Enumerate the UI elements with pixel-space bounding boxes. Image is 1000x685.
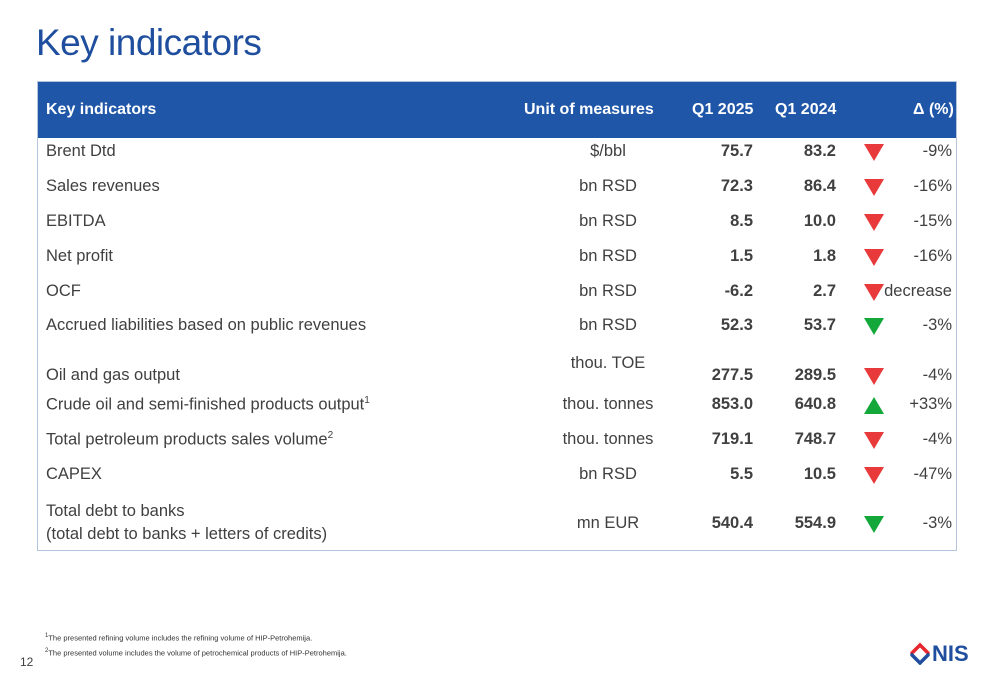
- delta-percent: decrease: [884, 282, 952, 300]
- unit-of-measure: bn RSD: [579, 316, 637, 334]
- value-q1-2024: 83.2: [803, 142, 836, 160]
- unit-of-measure: bn RSD: [579, 212, 637, 230]
- trend-down-icon: [864, 144, 884, 161]
- indicator-name: Total petroleum products sales volume2: [46, 430, 334, 449]
- trend-down-icon: [864, 467, 884, 484]
- trend-down-icon: [864, 214, 884, 231]
- indicator-name: EBITDA: [46, 212, 106, 230]
- value-q1-2024: 640.8: [794, 395, 836, 413]
- page-number: 12: [20, 655, 34, 669]
- trend-down-icon: [864, 249, 884, 266]
- delta-percent: -47%: [913, 465, 952, 483]
- value-q1-2024: 748.7: [794, 430, 836, 448]
- indicator-name: Total debt to banks (total debt to banks …: [46, 502, 328, 543]
- header-unit: Unit of measures: [524, 101, 654, 118]
- nis-logo-text: NIS: [932, 641, 969, 666]
- footnotes: 1The presented refining volume includes …: [45, 630, 347, 659]
- value-q1-2025: 540.4: [711, 514, 753, 532]
- unit-of-measure: thou. tonnes: [562, 395, 654, 413]
- unit-of-measure: thou. TOE: [570, 354, 646, 372]
- value-q1-2025: 8.5: [730, 212, 753, 230]
- table-header: Key indicators Unit of measures Q1 2025 …: [38, 82, 956, 138]
- delta-percent: -4%: [922, 430, 952, 448]
- delta-percent: -4%: [922, 366, 952, 384]
- delta-percent: -16%: [913, 177, 952, 195]
- footnote-2: 2The presented volume includes the volum…: [45, 647, 347, 658]
- page-title: Key indicators: [36, 22, 262, 63]
- value-q1-2025: 277.5: [711, 366, 753, 384]
- indicator-name: CAPEX: [46, 465, 102, 483]
- value-q1-2025: -6.2: [724, 282, 753, 300]
- value-q1-2024: 289.5: [794, 366, 836, 384]
- unit-of-measure: bn RSD: [579, 282, 637, 300]
- delta-percent: +33%: [909, 395, 952, 413]
- value-q1-2024: 2.7: [813, 282, 836, 300]
- header-q1-2025: Q1 2025: [692, 101, 754, 118]
- delta-percent: -3%: [922, 514, 952, 532]
- indicator-name: Oil and gas output: [46, 366, 180, 384]
- unit-of-measure: bn RSD: [579, 177, 637, 195]
- unit-of-measure: bn RSD: [579, 465, 637, 483]
- trend-up-icon: [864, 397, 884, 414]
- delta-percent: -3%: [922, 316, 952, 334]
- indicator-name: Accrued liabilities based on public reve…: [46, 316, 367, 334]
- trend-down-icon: [864, 179, 884, 196]
- value-q1-2025: 1.5: [730, 247, 753, 265]
- nis-logo: NIS: [908, 640, 978, 666]
- header-indicator: Key indicators: [46, 101, 157, 118]
- indicator-name: Crude oil and semi-finished products out…: [46, 395, 370, 414]
- unit-of-measure: $/bbl: [590, 142, 626, 160]
- key-indicators-table: Key indicators Unit of measures Q1 2025 …: [37, 81, 957, 551]
- indicator-name: OCF: [46, 282, 81, 300]
- delta-percent: -9%: [922, 142, 952, 160]
- indicator-name: Sales revenues: [46, 177, 160, 195]
- indicator-name: Brent Dtd: [46, 142, 116, 160]
- value-q1-2025: 72.3: [720, 177, 753, 195]
- value-q1-2025: 719.1: [711, 430, 753, 448]
- value-q1-2025: 5.5: [730, 465, 753, 483]
- value-q1-2025: 853.0: [711, 395, 753, 413]
- footnote-1: 1The presented refining volume includes …: [45, 633, 313, 643]
- value-q1-2024: 554.9: [794, 514, 836, 532]
- header-delta: Δ (%): [913, 101, 954, 118]
- unit-of-measure: thou. tonnes: [562, 430, 654, 448]
- trend-down-icon: [864, 284, 884, 301]
- unit-of-measure: mn EUR: [576, 514, 640, 532]
- unit-of-measure: bn RSD: [579, 247, 637, 265]
- value-q1-2024: 53.7: [803, 316, 836, 334]
- header-q1-2024: Q1 2024: [775, 101, 837, 118]
- indicator-name: Net profit: [46, 247, 113, 265]
- value-q1-2024: 10.0: [803, 212, 836, 230]
- trend-down-icon: [864, 318, 884, 335]
- value-q1-2024: 86.4: [803, 177, 836, 195]
- trend-down-icon: [864, 432, 884, 449]
- delta-percent: -15%: [913, 212, 952, 230]
- trend-down-icon: [864, 368, 884, 385]
- value-q1-2024: 10.5: [803, 465, 836, 483]
- value-q1-2025: 75.7: [720, 142, 753, 160]
- trend-down-icon: [864, 516, 884, 533]
- nis-logo-icon: [910, 642, 930, 665]
- delta-percent: -16%: [913, 247, 952, 265]
- value-q1-2024: 1.8: [813, 247, 836, 265]
- value-q1-2025: 52.3: [720, 316, 753, 334]
